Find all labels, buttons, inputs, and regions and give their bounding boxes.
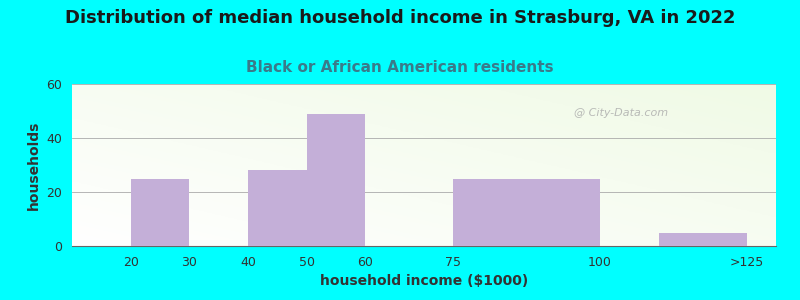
Bar bbox=[454, 178, 600, 246]
X-axis label: household income ($1000): household income ($1000) bbox=[320, 274, 528, 288]
Y-axis label: households: households bbox=[27, 120, 41, 210]
Text: Black or African American residents: Black or African American residents bbox=[246, 60, 554, 75]
Bar bbox=[306, 114, 366, 246]
Bar bbox=[130, 178, 190, 246]
Bar bbox=[248, 170, 306, 246]
Bar bbox=[658, 232, 746, 246]
Text: @ City-Data.com: @ City-Data.com bbox=[574, 108, 668, 118]
Text: Distribution of median household income in Strasburg, VA in 2022: Distribution of median household income … bbox=[65, 9, 735, 27]
